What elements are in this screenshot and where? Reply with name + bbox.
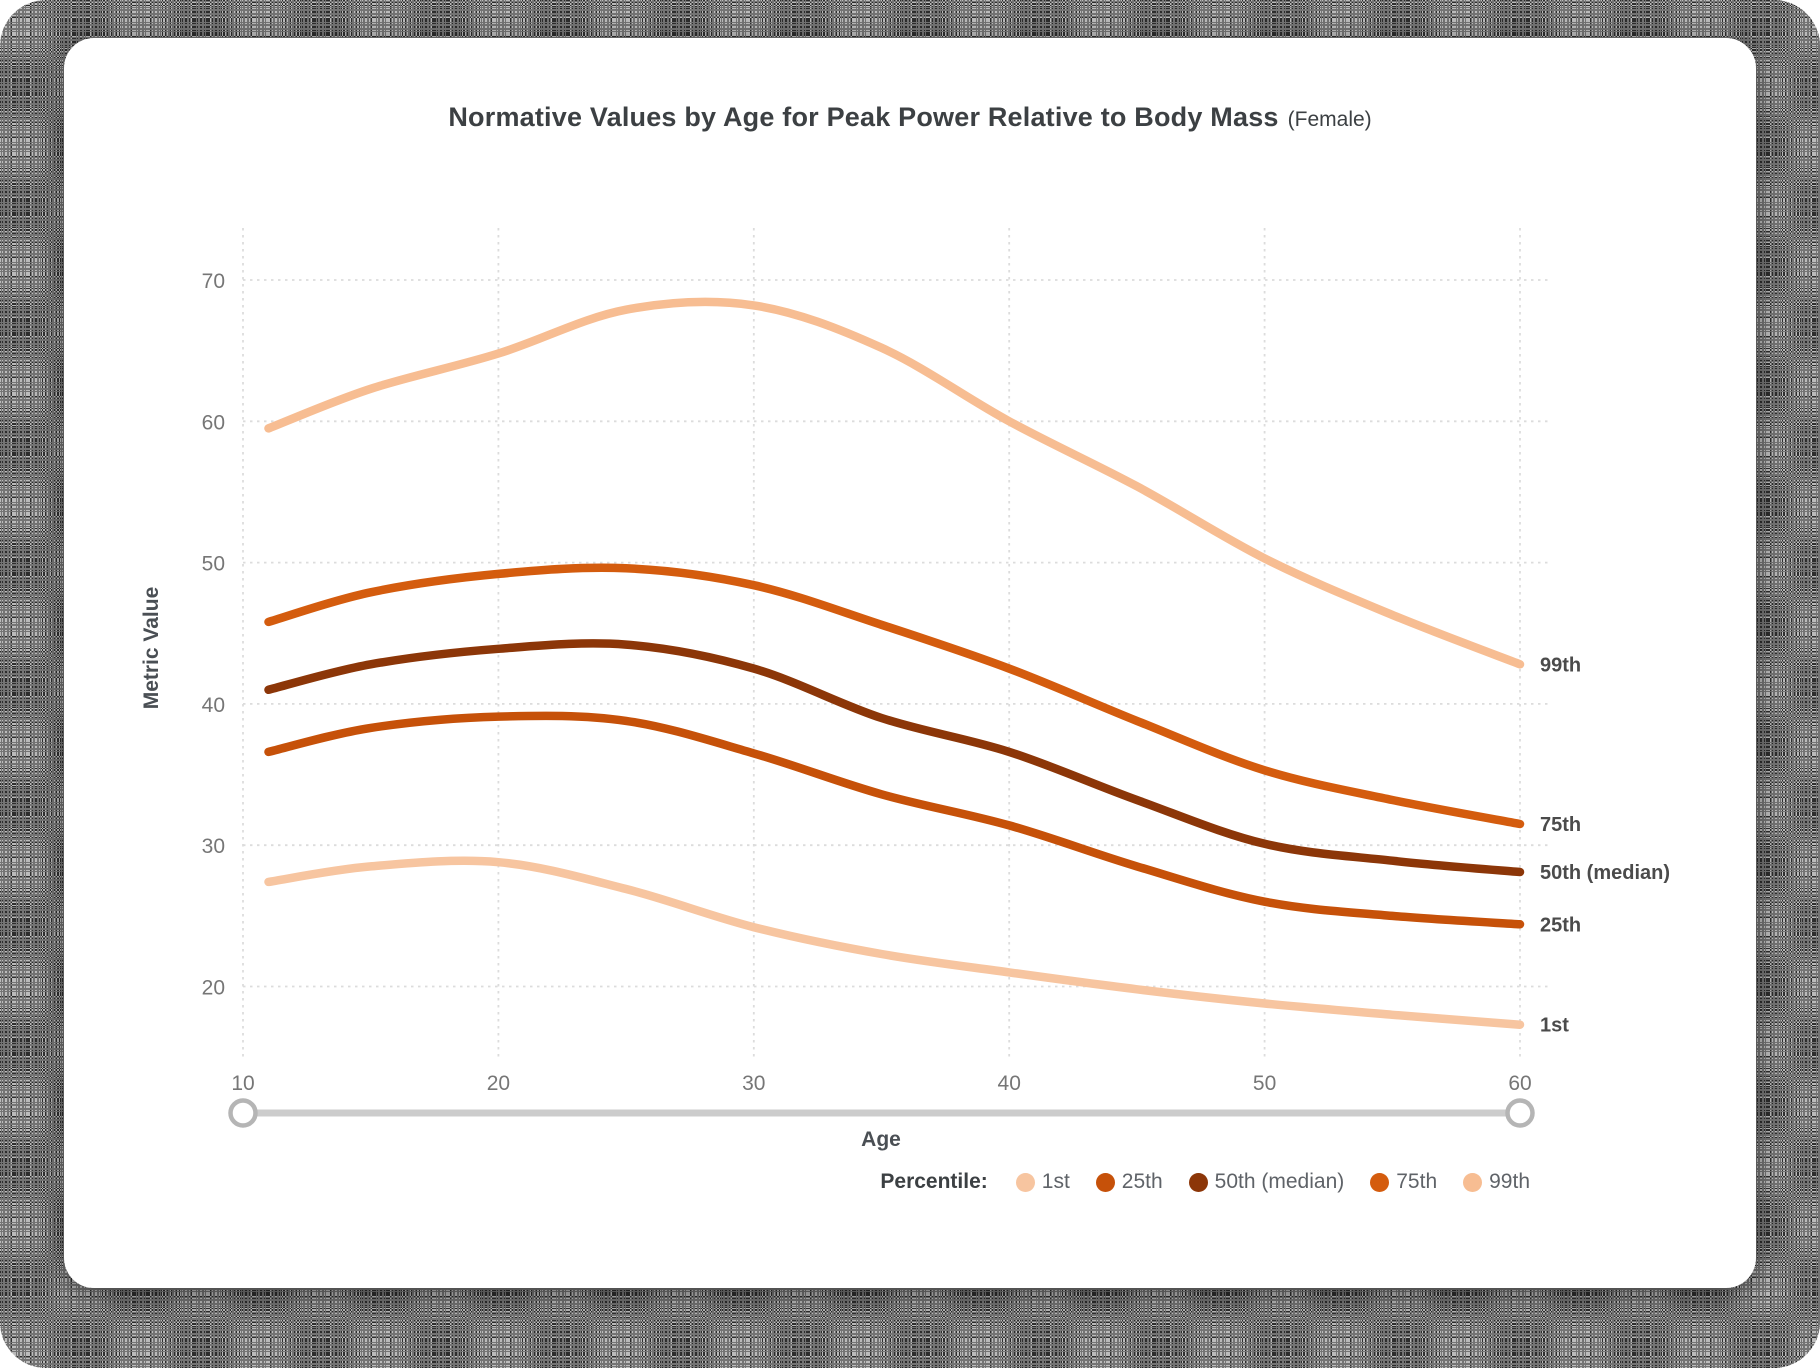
x-tick-label-40: 40: [998, 1072, 1021, 1095]
legend-swatch-icon: [1015, 1172, 1035, 1192]
series-line-50th: [264, 639, 1525, 877]
series-line-99th: [264, 297, 1525, 669]
chart-card: [64, 38, 1756, 1288]
series-line-25th: [264, 711, 1525, 929]
x-tick-label-10: 10: [231, 1072, 254, 1095]
y-axis-title: Metric Value: [140, 587, 163, 710]
legend-title: Percentile:: [880, 1170, 988, 1193]
y-tick-label-30: 30: [202, 835, 225, 858]
legend-item-1st[interactable]: 1st: [1015, 1170, 1070, 1194]
legend-swatch-icon: [1188, 1172, 1208, 1192]
series-end-label-99th: 99th: [1540, 654, 1581, 676]
legend-label: 1st: [1041, 1170, 1070, 1193]
age-slider-handle-right[interactable]: [1505, 1098, 1535, 1128]
series-line-1st: [264, 856, 1525, 1029]
y-tick-label-70: 70: [202, 270, 225, 293]
chart-title-suffix: (Female): [1287, 108, 1372, 131]
legend-item-75th[interactable]: 75th: [1370, 1170, 1437, 1194]
y-tick-label-20: 20: [202, 977, 225, 1000]
series-end-label-25th: 25th: [1540, 914, 1581, 936]
series-end-label-50th: 50th (median): [1540, 862, 1670, 884]
y-tick-label-60: 60: [202, 411, 225, 434]
x-tick-label-20: 20: [487, 1072, 510, 1095]
age-slider-handle-left[interactable]: [228, 1098, 258, 1128]
series-line-75th: [264, 563, 1525, 829]
legend-item-25th[interactable]: 25th: [1095, 1170, 1163, 1194]
legend-swatch-icon: [1463, 1172, 1483, 1192]
x-tick-label-50: 50: [1253, 1072, 1276, 1095]
legend-item-99th[interactable]: 99th: [1463, 1170, 1530, 1194]
legend-label: 75th: [1396, 1170, 1438, 1193]
legend-label: 25th: [1121, 1170, 1163, 1193]
series-end-label-75th: 75th: [1540, 814, 1581, 836]
chart-title-row: Normative Values by Age for Peak Power R…: [64, 102, 1756, 133]
y-tick-label-50: 50: [202, 553, 225, 576]
chart-title: Normative Values by Age for Peak Power R…: [448, 102, 1279, 132]
x-axis-title: Age: [861, 1128, 901, 1151]
chart-legend: Percentile: 1st 25th 50th (median) 75th 99th: [880, 1170, 1530, 1194]
x-tick-label-60: 60: [1508, 1072, 1531, 1095]
legend-swatch-icon: [1370, 1172, 1390, 1192]
series-end-label-1st: 1st: [1540, 1015, 1569, 1037]
x-tick-label-30: 30: [742, 1072, 765, 1095]
y-tick-label-40: 40: [202, 694, 225, 717]
legend-label: 50th (median): [1214, 1170, 1345, 1193]
legend-item-50th[interactable]: 50th (median): [1188, 1170, 1345, 1194]
legend-swatch-icon: [1095, 1172, 1115, 1192]
legend-label: 99th: [1489, 1170, 1530, 1193]
